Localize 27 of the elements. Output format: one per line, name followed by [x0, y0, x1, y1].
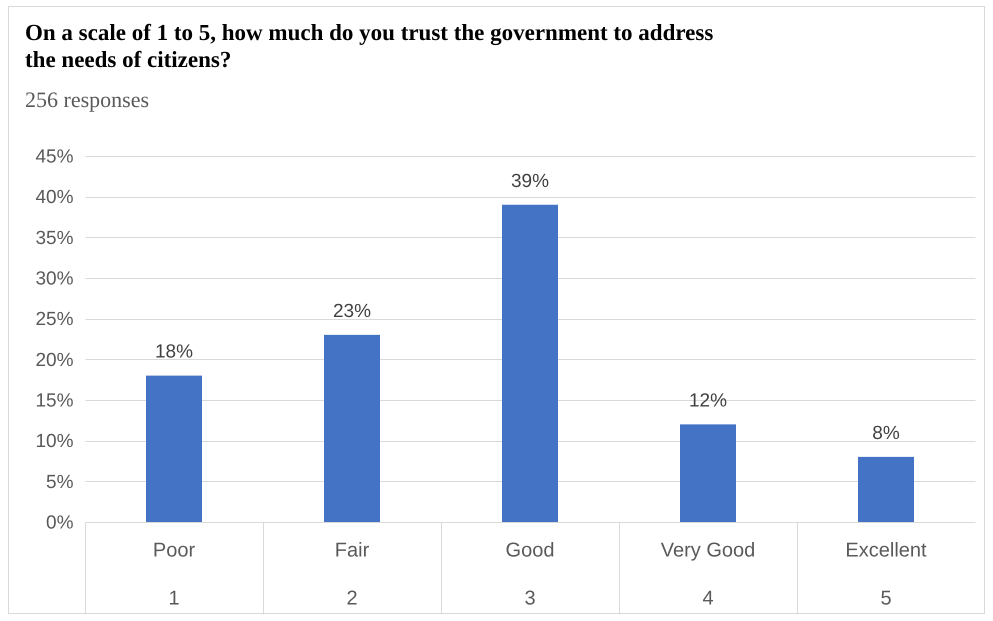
data-label: 8%: [872, 422, 900, 444]
bar: [502, 204, 558, 522]
y-tick-label: 10%: [35, 431, 74, 452]
y-tick-label: 40%: [35, 187, 74, 208]
bar: [146, 376, 202, 522]
chart-subtitle: 256 responses: [25, 87, 150, 113]
data-label: 18%: [154, 342, 194, 363]
data-label: 39%: [510, 170, 550, 192]
bar: [858, 456, 914, 522]
data-label: 23%: [332, 300, 372, 322]
bar: [680, 424, 736, 522]
y-tick-label: 0%: [46, 512, 74, 534]
y-tick-label: 45%: [35, 146, 74, 168]
category-label: Fair 2: [334, 540, 370, 610]
data-label: 12%: [688, 390, 728, 412]
bar: [324, 334, 380, 522]
y-tick-label: 15%: [35, 390, 74, 412]
y-tick-label: 30%: [35, 268, 74, 290]
category-label: Very Good 4: [660, 540, 756, 610]
y-tick-label: 25%: [35, 309, 74, 330]
y-tick-label: 5%: [46, 472, 74, 493]
category-label: Good 3: [506, 540, 554, 610]
chart-title: On a scale of 1 to 5, how much do you trust the government to address the needs of citizens?: [25, 19, 714, 73]
category-label: Poor 1: [152, 540, 196, 610]
y-tick-label: 20%: [35, 350, 74, 371]
category-label: Excellent 5: [845, 540, 927, 610]
y-tick-label: 35%: [35, 228, 74, 249]
